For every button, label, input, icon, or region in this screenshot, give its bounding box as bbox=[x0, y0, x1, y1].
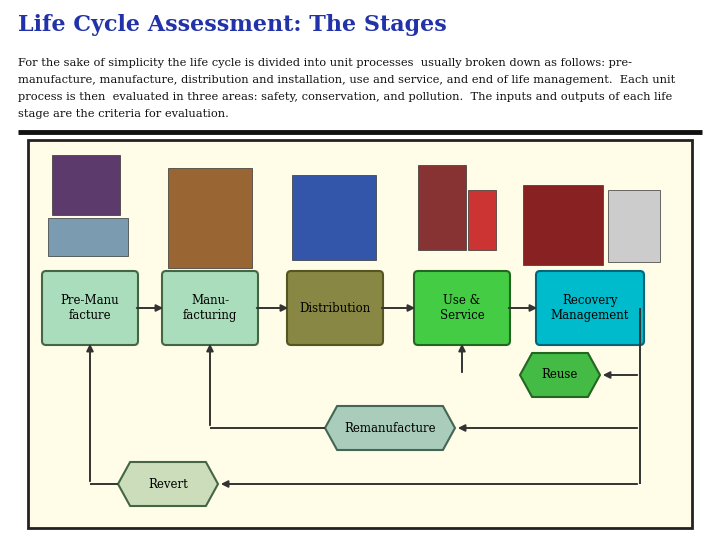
Bar bbox=[52, 155, 120, 215]
Bar bbox=[418, 165, 466, 250]
Bar bbox=[523, 185, 603, 265]
Polygon shape bbox=[520, 353, 600, 397]
Text: Distribution: Distribution bbox=[300, 301, 371, 314]
Bar bbox=[468, 190, 496, 250]
FancyBboxPatch shape bbox=[42, 271, 138, 345]
Text: Pre-Manu
facture: Pre-Manu facture bbox=[60, 294, 120, 322]
Text: Revert: Revert bbox=[148, 477, 188, 490]
Text: For the sake of simplicity the life cycle is divided into unit processes  usuall: For the sake of simplicity the life cycl… bbox=[18, 58, 632, 68]
FancyBboxPatch shape bbox=[287, 271, 383, 345]
Text: Use &
Service: Use & Service bbox=[440, 294, 485, 322]
Bar bbox=[168, 168, 252, 268]
Text: Life Cycle Assessment: The Stages: Life Cycle Assessment: The Stages bbox=[18, 14, 446, 36]
Text: stage are the criteria for evaluation.: stage are the criteria for evaluation. bbox=[18, 109, 229, 119]
Bar bbox=[292, 175, 376, 260]
Bar bbox=[28, 140, 692, 528]
Polygon shape bbox=[325, 406, 455, 450]
Polygon shape bbox=[118, 462, 218, 506]
Text: manufacture, manufacture, distribution and installation, use and service, and en: manufacture, manufacture, distribution a… bbox=[18, 75, 675, 85]
Text: Manu-
facturing: Manu- facturing bbox=[183, 294, 237, 322]
Text: Reuse: Reuse bbox=[542, 368, 578, 381]
Text: process is then  evaluated in three areas: safety, conservation, and pollution. : process is then evaluated in three areas… bbox=[18, 92, 672, 102]
Bar bbox=[608, 190, 660, 262]
FancyBboxPatch shape bbox=[536, 271, 644, 345]
Text: Remanufacture: Remanufacture bbox=[344, 422, 436, 435]
FancyBboxPatch shape bbox=[414, 271, 510, 345]
FancyBboxPatch shape bbox=[162, 271, 258, 345]
Bar bbox=[48, 218, 128, 256]
Text: Recovery
Management: Recovery Management bbox=[551, 294, 629, 322]
